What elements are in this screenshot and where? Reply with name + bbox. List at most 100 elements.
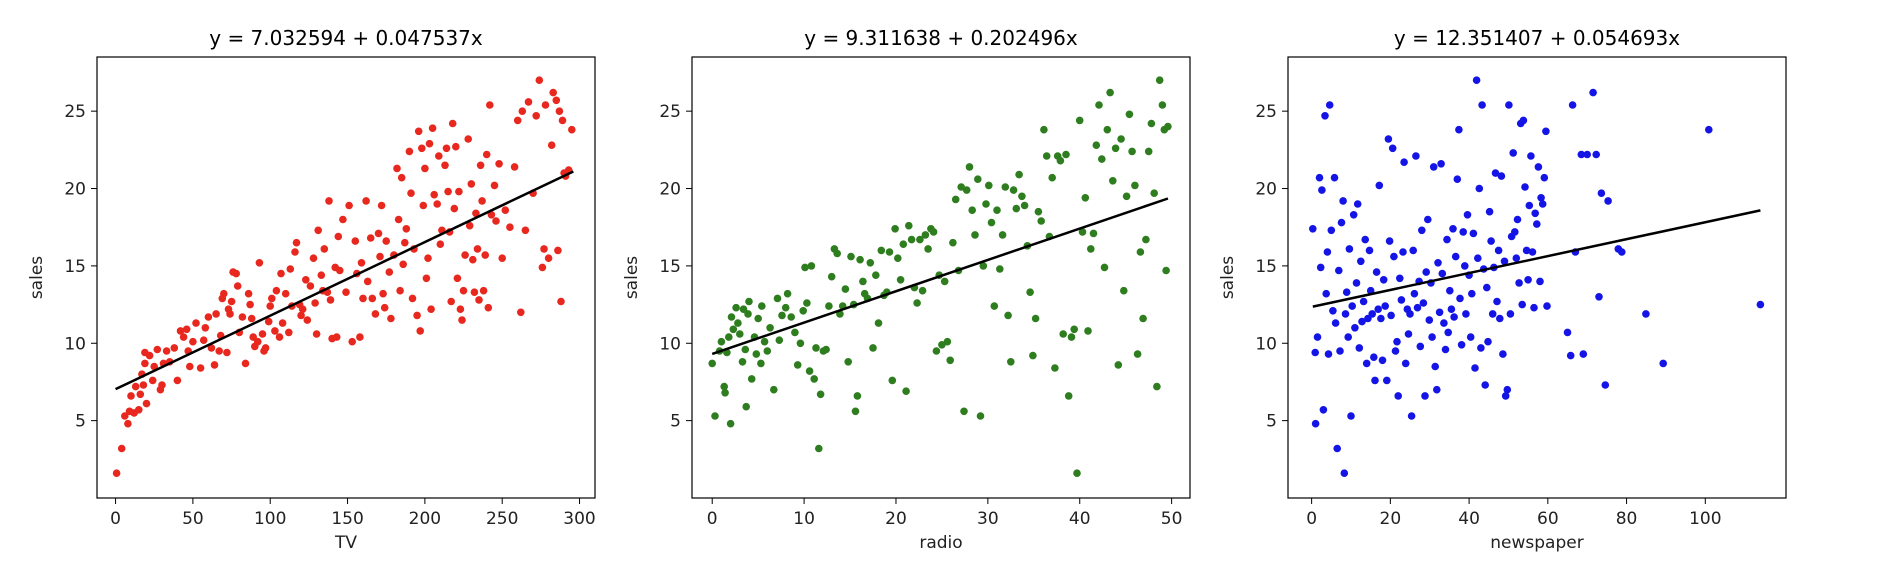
data-point <box>1597 189 1606 197</box>
data-point <box>1347 412 1355 420</box>
data-point <box>1377 314 1385 323</box>
data-point <box>1122 192 1131 201</box>
data-point <box>1323 248 1332 256</box>
y-tick-label: 15 <box>659 257 681 277</box>
data-point <box>1521 183 1529 191</box>
data-point <box>1385 237 1394 245</box>
data-point <box>484 303 493 312</box>
data-point <box>799 307 807 315</box>
data-point <box>1109 177 1117 185</box>
data-point <box>1012 204 1021 213</box>
y-tick-label: 20 <box>1255 180 1277 200</box>
data-point <box>408 294 417 303</box>
data-point <box>982 200 990 208</box>
data-point <box>894 254 902 262</box>
data-point <box>905 221 913 230</box>
data-point <box>275 333 284 341</box>
data-point <box>227 297 236 306</box>
data-point <box>896 276 905 284</box>
data-point <box>760 337 769 346</box>
data-point <box>1756 300 1765 309</box>
data-point <box>744 310 752 318</box>
data-point <box>1418 226 1426 235</box>
data-point <box>253 337 262 346</box>
data-point <box>1429 163 1438 171</box>
data-point <box>1421 392 1429 400</box>
data-point <box>1384 135 1393 143</box>
data-point <box>271 327 279 335</box>
data-point <box>547 141 556 149</box>
data-point <box>1416 342 1425 351</box>
data-point <box>1162 266 1170 275</box>
data-point <box>1309 225 1317 233</box>
data-point <box>827 272 836 281</box>
data-point <box>492 217 500 225</box>
data-point <box>993 206 1001 214</box>
data-point <box>781 303 790 312</box>
data-point <box>473 245 482 253</box>
data-point <box>419 201 428 210</box>
data-point <box>476 161 485 170</box>
data-point <box>309 254 318 262</box>
data-point <box>1139 314 1147 323</box>
data-point <box>1098 155 1106 163</box>
data-point <box>1375 181 1384 190</box>
data-point <box>1407 412 1416 420</box>
data-point <box>1381 302 1389 310</box>
data-point <box>1443 235 1451 244</box>
data-point <box>1144 147 1153 156</box>
data-point <box>1031 314 1040 323</box>
data-point <box>424 254 432 262</box>
data-point <box>416 327 425 335</box>
data-point <box>292 238 301 247</box>
data-point <box>458 316 466 324</box>
data-point <box>297 311 305 320</box>
x-tick-label: 0 <box>110 509 121 529</box>
data-point <box>979 262 988 270</box>
data-point <box>314 226 323 235</box>
data-point <box>535 76 544 84</box>
data-point <box>475 296 483 304</box>
data-point <box>721 389 729 397</box>
data-point <box>940 277 949 286</box>
regression-line <box>711 197 1169 356</box>
data-point <box>1491 169 1500 177</box>
data-point <box>1531 209 1539 218</box>
data-point <box>902 387 910 396</box>
data-point <box>815 444 823 453</box>
data-point <box>853 392 862 400</box>
data-point <box>124 419 132 428</box>
data-point <box>1368 310 1376 318</box>
data-point <box>974 175 982 183</box>
data-point <box>247 314 256 323</box>
data-point <box>1056 156 1065 165</box>
data-point <box>433 200 442 208</box>
data-point <box>413 311 421 320</box>
data-point <box>754 314 762 323</box>
data-point <box>1563 328 1572 337</box>
scatter-points <box>708 76 1172 478</box>
y-tick-label: 5 <box>670 412 681 432</box>
data-point <box>841 285 850 293</box>
data-point <box>459 286 468 295</box>
data-point <box>541 101 550 109</box>
data-point <box>1371 376 1379 385</box>
data-point <box>946 356 954 365</box>
data-point <box>422 274 431 283</box>
data-point <box>766 324 774 332</box>
data-point <box>1472 76 1481 84</box>
data-point <box>430 190 439 199</box>
data-point <box>796 339 805 348</box>
data-point <box>1311 348 1319 357</box>
data-point <box>348 337 357 346</box>
data-point <box>888 376 897 385</box>
data-point <box>960 407 968 416</box>
data-point <box>210 361 219 369</box>
data-point <box>311 299 319 307</box>
data-point <box>1511 228 1519 236</box>
data-point <box>1388 144 1397 153</box>
data-point <box>453 274 462 283</box>
data-point <box>1583 150 1591 159</box>
data-point <box>401 238 409 247</box>
data-point <box>136 390 145 399</box>
